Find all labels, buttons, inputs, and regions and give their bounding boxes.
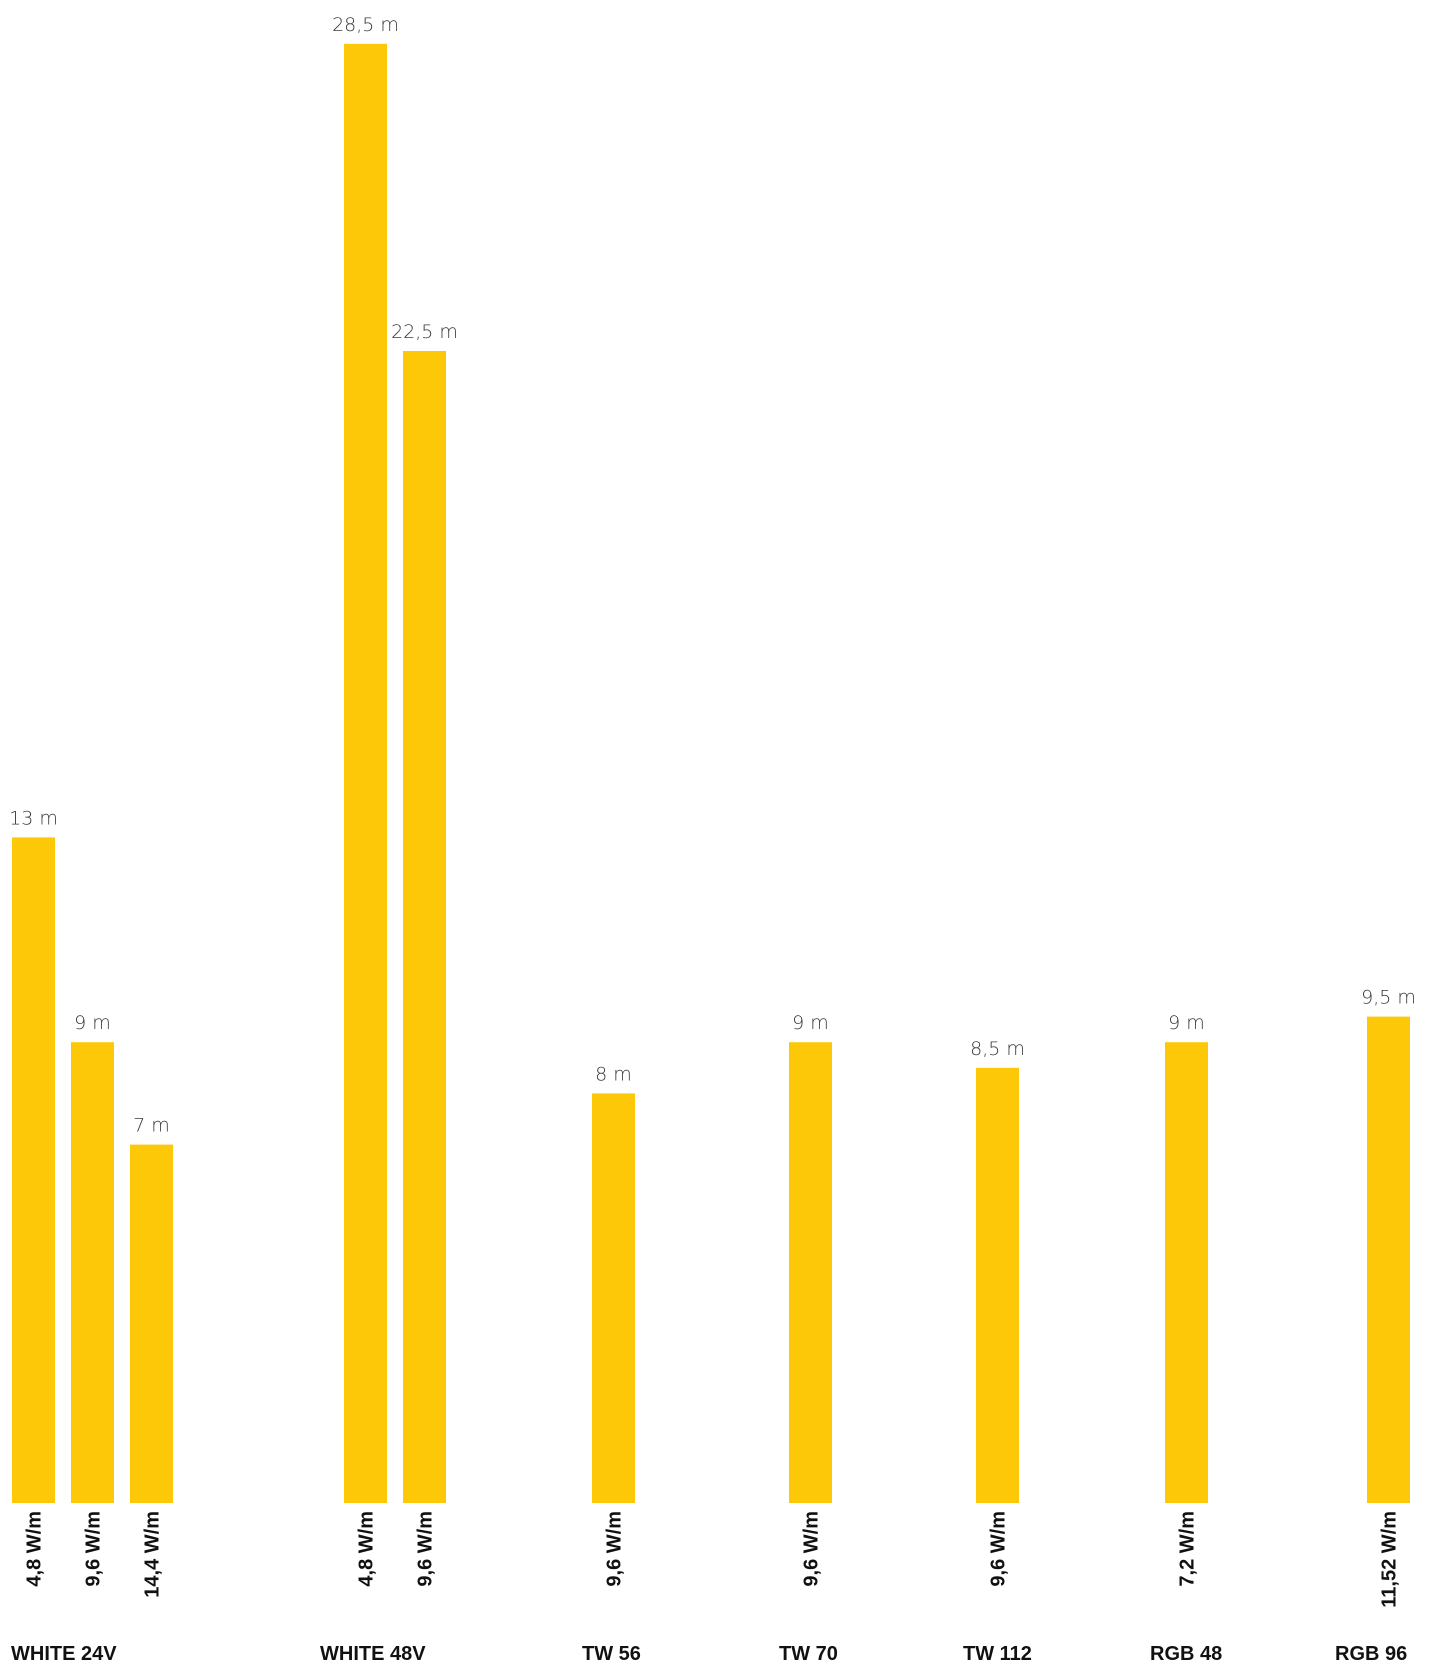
bar-value-label: 9 m bbox=[74, 1012, 111, 1034]
bar-value-label: 22,5 m bbox=[391, 321, 458, 343]
bar bbox=[403, 351, 446, 1503]
bar-wattage-label: 7,2 W/m bbox=[1177, 1511, 1199, 1587]
bar-value-label: 9,5 m bbox=[1361, 987, 1416, 1009]
bar-value-label: 9 m bbox=[792, 1012, 829, 1034]
bar-wattage-label: 9,6 W/m bbox=[801, 1511, 823, 1587]
bar-value-label: 8,5 m bbox=[970, 1038, 1025, 1060]
group-label: WHITE 24V bbox=[11, 1643, 117, 1665]
bar bbox=[1367, 1016, 1410, 1503]
bar-wattage-label: 9,6 W/m bbox=[988, 1511, 1010, 1587]
value-labels-layer: 13 m 9 m 7 m 28,5 m 22,5 m 8 m 9 m 8,5 m 9 m 9,5 … bbox=[9, 14, 1416, 1137]
bar-value-label: 9 m bbox=[1168, 1012, 1205, 1034]
bar-value-label: 28,5 m bbox=[332, 14, 399, 36]
group-label: TW 70 bbox=[779, 1643, 838, 1665]
bar-value-label: 8 m bbox=[595, 1063, 632, 1085]
group-label: RGB 48 bbox=[1150, 1643, 1222, 1665]
group-label: TW 112 bbox=[963, 1643, 1032, 1665]
bar-wattage-label: 9,6 W/m bbox=[83, 1511, 105, 1587]
bar bbox=[130, 1144, 173, 1503]
group-label: TW 56 bbox=[582, 1643, 641, 1665]
bar-wattage-label: 9,6 W/m bbox=[415, 1511, 437, 1587]
bar bbox=[976, 1067, 1019, 1503]
bar-wattage-label: 14,4 W/m bbox=[142, 1511, 164, 1598]
group-label: RGB 96 bbox=[1335, 1643, 1407, 1665]
bar-wattage-label: 4,8 W/m bbox=[356, 1511, 378, 1587]
bar bbox=[789, 1042, 832, 1503]
bar-wattage-label: 4,8 W/m bbox=[24, 1511, 46, 1587]
bar bbox=[344, 43, 387, 1503]
bar-wattage-label: 11,52 W/m bbox=[1379, 1511, 1401, 1608]
bar-value-label: 13 m bbox=[9, 807, 58, 829]
bar-wattage-label: 9,6 W/m bbox=[604, 1511, 626, 1587]
group-label: WHITE 48V bbox=[320, 1643, 426, 1665]
bar-value-label: 7 m bbox=[133, 1115, 170, 1137]
wattage-labels-layer: 4,8 W/m 9,6 W/m 14,4 W/m 4,8 W/m 9,6 W/m 9,6 … bbox=[24, 1511, 1401, 1608]
bar bbox=[1165, 1042, 1208, 1503]
group-labels-layer: WHITE 24V WHITE 48V TW 56 TW 70 TW 112 RGB 48… bbox=[11, 1643, 1407, 1665]
bar bbox=[12, 837, 55, 1503]
bars-layer bbox=[12, 43, 1410, 1503]
bar bbox=[592, 1093, 635, 1503]
bar bbox=[71, 1042, 114, 1503]
